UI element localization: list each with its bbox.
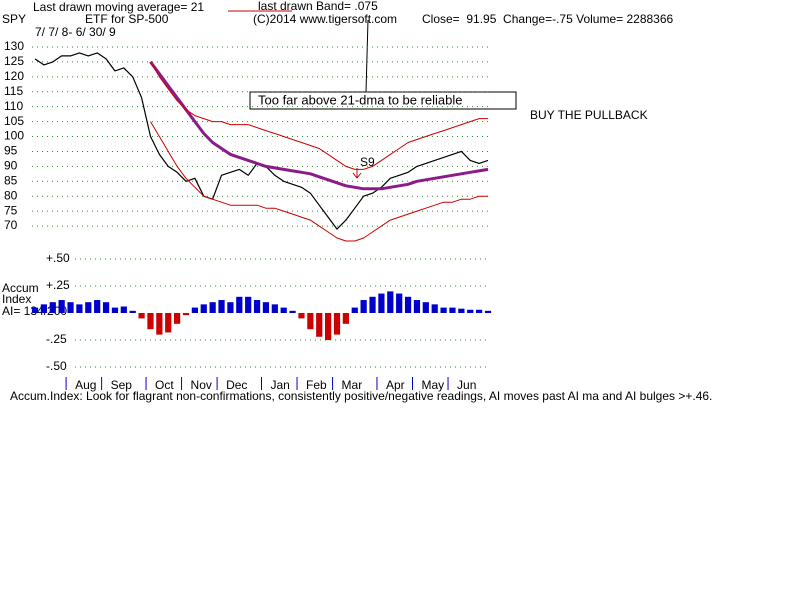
quote: Close= 91.95 Change=-.75 Volume= 2288366 xyxy=(422,12,674,26)
y-tick-label: 115 xyxy=(4,84,23,98)
accum-bar xyxy=(262,302,270,313)
accum-bar xyxy=(396,293,403,313)
accum-bar xyxy=(200,304,207,313)
accum-bar xyxy=(253,300,261,313)
accum-bar xyxy=(342,313,349,324)
accum-bar xyxy=(191,307,198,313)
accum-bar xyxy=(94,300,101,313)
y-tick-label: 110 xyxy=(4,99,23,113)
accum-bar xyxy=(76,304,83,313)
advice-text: BUY THE PULLBACK xyxy=(530,108,648,122)
x-tick-label: Feb xyxy=(306,378,327,392)
series-line xyxy=(150,61,488,170)
date-range: 7/ 7/ 8- 6/ 30/ 9 xyxy=(35,25,116,39)
accum-bar xyxy=(67,302,74,313)
accum-bar xyxy=(422,302,429,313)
accum-bar xyxy=(182,313,190,316)
warning-text: Too far above 21-dma to be reliable xyxy=(258,92,463,107)
copyright: (C)2014 www.tigersoft.com xyxy=(253,12,397,26)
x-tick-label: Dec xyxy=(226,378,247,392)
accum-bar xyxy=(85,302,92,313)
accum-bar xyxy=(102,302,110,313)
accum-bar xyxy=(387,291,394,313)
accum-bar xyxy=(138,313,145,319)
accum-bar xyxy=(271,304,278,313)
accum-bar xyxy=(467,309,474,313)
accum-bar xyxy=(40,304,47,313)
x-tick-label: Aug xyxy=(75,378,96,392)
accum-bar xyxy=(165,313,172,333)
y-tick-label: 100 xyxy=(4,129,24,143)
accum-bar xyxy=(289,310,296,313)
y-tick-label: 80 xyxy=(4,188,18,202)
accum-bar xyxy=(316,313,323,337)
accum-bar xyxy=(58,300,65,313)
accum-bar xyxy=(440,307,447,313)
series-line xyxy=(150,121,488,242)
y-tick-label: 95 xyxy=(4,144,18,158)
accum-bar xyxy=(245,296,252,313)
accum-bar xyxy=(378,293,385,313)
subtitle: ETF for SP-500 xyxy=(85,12,169,26)
accum-bar xyxy=(174,313,181,324)
accum-bar xyxy=(298,313,305,319)
y-tick-label: -.25 xyxy=(46,332,67,346)
x-tick-label: Apr xyxy=(386,378,405,392)
band-note: last drawn Band= .075 xyxy=(258,0,378,13)
accum-bar xyxy=(325,313,332,340)
y-tick-label: -.50 xyxy=(46,359,67,373)
symbol: SPY xyxy=(2,12,26,26)
accum-bar xyxy=(369,296,376,313)
x-tick-label: Mar xyxy=(342,378,363,392)
footer-note: Accum.Index: Look for flagrant non-confi… xyxy=(10,389,712,403)
ma-note: Last drawn moving average= 21 xyxy=(33,0,204,14)
y-tick-label: 125 xyxy=(4,54,24,68)
accum-bar xyxy=(147,313,154,330)
accum-bar xyxy=(404,296,412,313)
accum-bar xyxy=(49,302,56,313)
accum-bar xyxy=(458,308,465,313)
accum-label: Index xyxy=(2,292,31,306)
y-tick-label: 120 xyxy=(4,69,24,83)
y-tick-label: 70 xyxy=(4,218,18,232)
accum-bar xyxy=(351,307,358,313)
y-tick-label: 130 xyxy=(4,39,24,53)
x-tick-label: Jan xyxy=(271,378,290,392)
accum-bar xyxy=(360,300,367,313)
accum-bar xyxy=(476,309,483,313)
accum-bar xyxy=(236,296,243,313)
accum-bar xyxy=(120,306,127,313)
y-tick-label: 75 xyxy=(4,203,18,217)
x-tick-label: Nov xyxy=(191,378,212,392)
accum-label: Accum xyxy=(2,281,39,295)
accum-bar xyxy=(333,313,341,335)
x-tick-label: May xyxy=(422,378,445,392)
accum-bar xyxy=(413,300,421,313)
accum-bar xyxy=(449,307,456,313)
signal-label: S9 xyxy=(360,155,375,169)
accum-bar xyxy=(209,302,216,313)
accum-bar xyxy=(484,310,492,313)
accum-bar xyxy=(156,313,163,335)
y-tick-label: 85 xyxy=(4,173,18,187)
accum-bar xyxy=(129,310,136,313)
accum-bar xyxy=(31,307,39,313)
pointer-line xyxy=(365,19,369,93)
accum-bar xyxy=(280,307,287,313)
accum-bar xyxy=(218,300,225,313)
x-tick-label: Sep xyxy=(111,378,133,392)
accum-bar xyxy=(227,302,234,313)
y-tick-label: 105 xyxy=(4,114,24,128)
y-tick-label: 90 xyxy=(4,159,18,173)
x-tick-label: Jun xyxy=(457,378,476,392)
series-line xyxy=(149,61,489,191)
y-tick-label: +.50 xyxy=(46,251,70,265)
accum-bar xyxy=(431,304,438,313)
accum-bar xyxy=(307,313,314,330)
accum-bar xyxy=(111,307,119,313)
y-tick-label: +.25 xyxy=(46,278,70,292)
x-tick-label: Oct xyxy=(155,378,174,392)
